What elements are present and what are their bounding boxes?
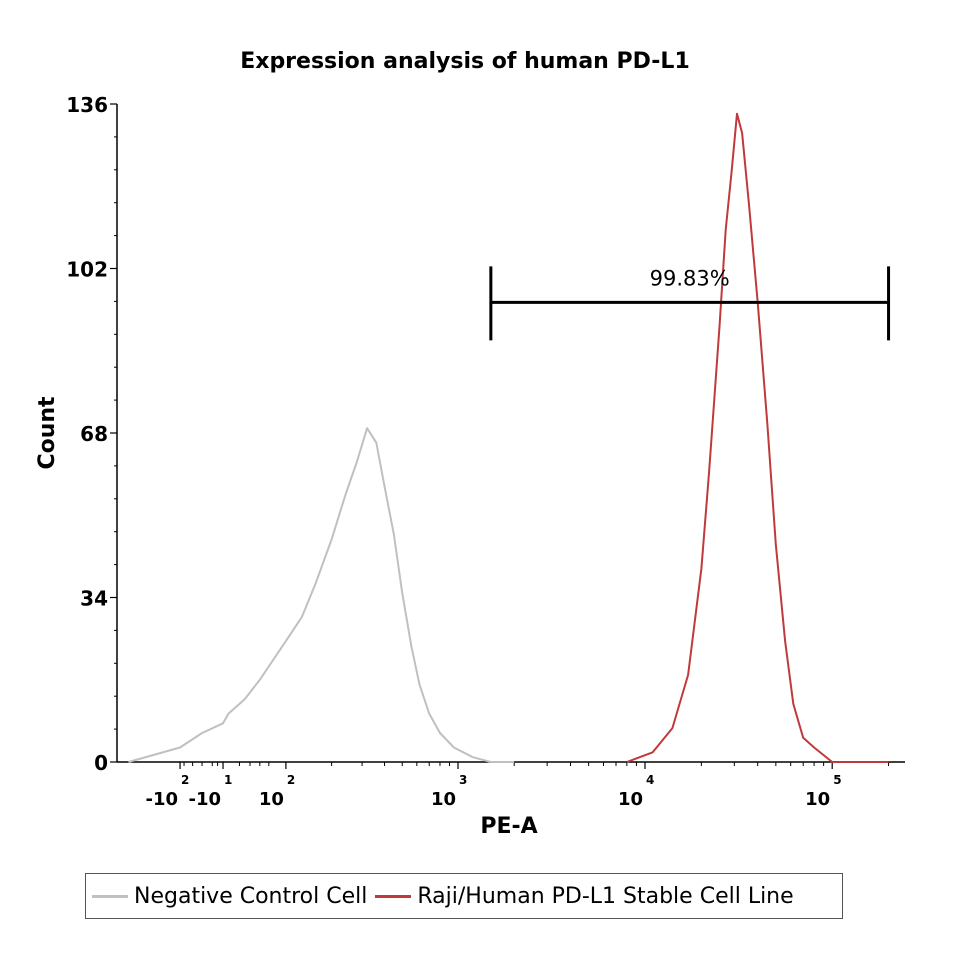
x-tick-label-base: -10 [189, 789, 222, 810]
x-tick-label-exponent: 5 [833, 773, 841, 787]
y-tick-label: 136 [66, 93, 108, 117]
y-tick-label: 34 [80, 587, 108, 611]
x-tick-label-base: -10 [146, 789, 179, 810]
y-tick-label: 68 [80, 422, 108, 446]
legend-item-pd-l1-line: Raji/Human PD-L1 Stable Cell Line [375, 883, 794, 909]
gate-percentage-label: 99.83% [650, 266, 730, 290]
y-tick-label: 102 [66, 258, 108, 282]
legend-swatch-red [375, 894, 412, 898]
series-negative-control-line [128, 427, 515, 763]
series-pd-l1-line [626, 112, 889, 763]
legend-label: Negative Control Cell [134, 883, 368, 909]
x-axis-label: PE-A [480, 814, 537, 839]
x-tick-label-exponent: 2 [181, 773, 189, 787]
histogram-chart: Expression analysis of human PD-L1 Count… [35, 49, 905, 839]
x-tick-label-base: 10 [431, 789, 456, 810]
x-tick-label-base: 10 [618, 789, 643, 810]
y-axis-label: Count [35, 396, 60, 470]
legend-swatch-gray [92, 894, 128, 898]
x-tick-label-exponent: 2 [287, 773, 295, 787]
legend: Negative Control Cell Raji/Human PD-L1 S… [85, 873, 843, 919]
x-tick-label-exponent: 3 [459, 773, 467, 787]
chart-title: Expression analysis of human PD-L1 [240, 49, 690, 74]
y-tick-label: 0 [94, 751, 108, 775]
x-tick-label-base: 10 [805, 789, 830, 810]
x-tick-label-exponent: 4 [646, 773, 654, 787]
legend-item-negative-control: Negative Control Cell [92, 884, 367, 909]
x-tick-label-base: 10 [259, 789, 284, 810]
x-tick-label-exponent: 1 [224, 773, 232, 787]
legend-label: Raji/Human PD-L1 Stable Cell Line [417, 883, 794, 909]
